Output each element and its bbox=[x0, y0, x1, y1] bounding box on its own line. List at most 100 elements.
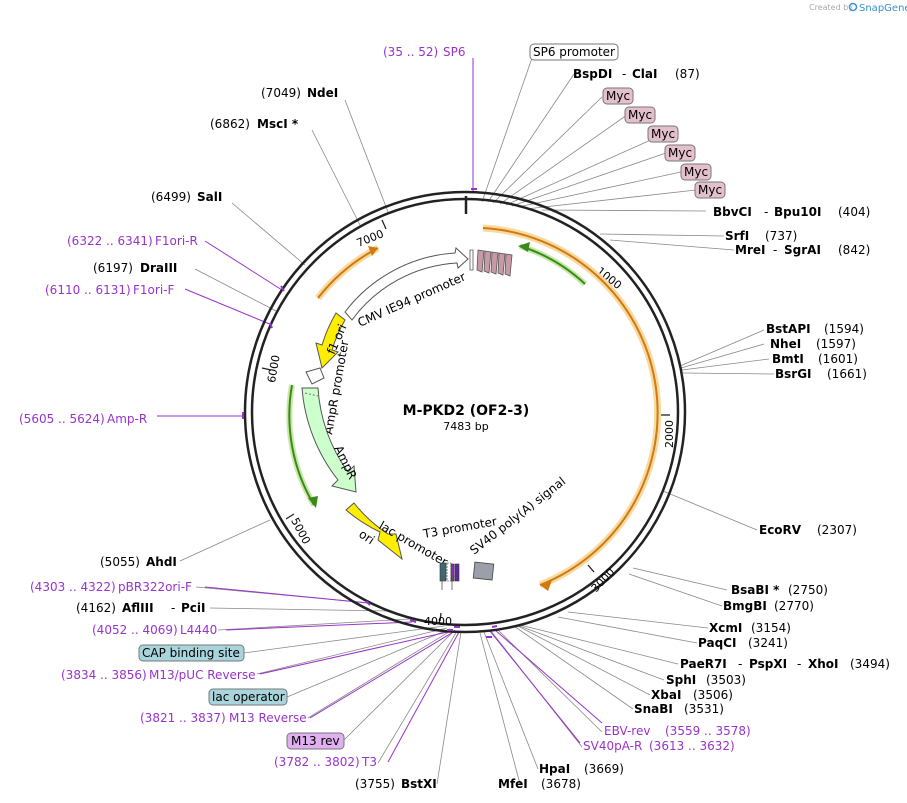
svg-text:NdeI: NdeI bbox=[307, 86, 338, 100]
site-f1ori-f[interactable]: (6110 .. 6131) F1ori-F bbox=[45, 283, 174, 297]
svg-text:Bpu10I: Bpu10I bbox=[774, 205, 821, 219]
tick-label-4000: 4000 bbox=[424, 615, 452, 628]
tick-label-2000: 2000 bbox=[663, 420, 676, 448]
feature-myc-4[interactable]: Myc bbox=[664, 144, 696, 162]
site-sp6[interactable]: (35 .. 52) SP6 bbox=[383, 45, 466, 59]
svg-text:(6499): (6499) bbox=[151, 190, 191, 204]
svg-text:L4440: L4440 bbox=[180, 623, 217, 637]
site-bstxi[interactable]: (3755) BstXI bbox=[355, 777, 437, 791]
svg-text:-: - bbox=[171, 601, 175, 615]
svg-text:AflIII: AflIII bbox=[122, 601, 154, 615]
svg-text:F1ori-R: F1ori-R bbox=[155, 234, 198, 248]
site-m13-reverse[interactable]: (3821 .. 3837) M13 Reverse bbox=[140, 711, 307, 725]
f1-ori-arrow bbox=[315, 312, 346, 369]
site-bspdi-clai[interactable]: BspDI - ClaI (87) bbox=[573, 67, 700, 81]
feature-cap-binding-site[interactable]: CAP binding site bbox=[138, 644, 245, 662]
svg-text:SP6 promoter: SP6 promoter bbox=[533, 45, 615, 59]
svg-text:(6862): (6862) bbox=[210, 117, 250, 131]
svg-text:Myc: Myc bbox=[698, 183, 722, 197]
site-xcmi[interactable]: XcmI (3154) bbox=[709, 621, 791, 635]
svg-text:(3834 .. 3856): (3834 .. 3856) bbox=[61, 668, 147, 682]
feature-lac-operator[interactable]: lac operator bbox=[208, 688, 288, 706]
svg-text:(3782 .. 3802): (3782 .. 3802) bbox=[274, 755, 360, 769]
sp6-promoter-marker bbox=[469, 249, 474, 271]
site-ebv-rev[interactable]: EBV-rev (3559 .. 3578) bbox=[604, 724, 751, 738]
svg-text:(35 .. 52): (35 .. 52) bbox=[383, 45, 438, 59]
site-m13-puc-reverse[interactable]: (3834 .. 3856) M13/pUC Reverse bbox=[61, 668, 256, 682]
svg-text:DraIII: DraIII bbox=[140, 261, 177, 275]
watermark-brand: SnapGene bbox=[859, 3, 907, 14]
svg-text:(3755): (3755) bbox=[355, 777, 395, 791]
svg-text:BsaBI *: BsaBI * bbox=[731, 583, 780, 597]
site-l4440[interactable]: (4052 .. 4069) L4440 bbox=[92, 623, 217, 637]
svg-text:-: - bbox=[764, 205, 768, 219]
site-sphi[interactable]: SphI (3503) bbox=[666, 673, 746, 687]
site-mrei-sgrai[interactable]: MreI - SgrAI (842) bbox=[735, 243, 870, 257]
svg-text:(1597): (1597) bbox=[816, 337, 856, 351]
site-xbai[interactable]: XbaI (3506) bbox=[651, 688, 733, 702]
feature-myc-5[interactable]: Myc bbox=[680, 163, 712, 181]
site-ahdi[interactable]: (5055) AhdI bbox=[100, 555, 177, 569]
watermark-prefix: Created by bbox=[809, 3, 853, 12]
site-nhei[interactable]: NheI (1597) bbox=[770, 337, 856, 351]
site-srfi[interactable]: SrfI (737) bbox=[725, 229, 797, 243]
green-feature-arcs bbox=[286, 242, 588, 508]
site-bbvci-bpu10i[interactable]: BbvCI - Bpu10I (404) bbox=[713, 205, 870, 219]
svg-text:(3494): (3494) bbox=[850, 657, 890, 671]
site-afliii-pcii[interactable]: (4162) AflIII - PciI bbox=[76, 601, 206, 615]
site-bmgbi[interactable]: BmgBI (2770) bbox=[723, 599, 814, 613]
site-msci[interactable]: (6862) MscI * bbox=[210, 117, 299, 131]
svg-text:SalI: SalI bbox=[197, 190, 222, 204]
site-mfei[interactable]: MfeI (3678) bbox=[498, 777, 581, 791]
svg-text:CAP binding site: CAP binding site bbox=[142, 646, 240, 660]
feature-myc-1[interactable]: Myc bbox=[602, 87, 634, 105]
svg-text:-: - bbox=[738, 657, 742, 671]
ori-arrow bbox=[345, 502, 403, 561]
svg-text:M13/pUC Reverse: M13/pUC Reverse bbox=[149, 668, 256, 682]
svg-text:Myc: Myc bbox=[606, 89, 630, 103]
site-t3[interactable]: (3782 .. 3802) T3 bbox=[274, 755, 377, 769]
tick-label-7000: 7000 bbox=[355, 227, 386, 250]
site-ecorv[interactable]: EcoRV (2307) bbox=[759, 523, 857, 537]
feature-myc-6[interactable]: Myc bbox=[694, 181, 726, 199]
site-bmti[interactable]: BmtI (1601) bbox=[772, 352, 858, 366]
site-ndei[interactable]: (7049) NdeI bbox=[261, 86, 338, 100]
svg-text:(6197): (6197) bbox=[93, 261, 133, 275]
site-f1ori-r[interactable]: (6322 .. 6341) F1ori-R bbox=[67, 234, 198, 248]
svg-text:Myc: Myc bbox=[628, 108, 652, 122]
svg-text:PciI: PciI bbox=[181, 601, 206, 615]
svg-text:BbvCI: BbvCI bbox=[713, 205, 752, 219]
site-sali[interactable]: (6499) SalI bbox=[151, 190, 222, 204]
svg-text:BmgBI: BmgBI bbox=[723, 599, 767, 613]
svg-text:(1601): (1601) bbox=[818, 352, 858, 366]
site-bstapi[interactable]: BstAPI (1594) bbox=[766, 322, 864, 336]
site-snabi[interactable]: SnaBI (3531) bbox=[634, 702, 724, 716]
site-draiii[interactable]: (6197) DraIII bbox=[93, 261, 177, 275]
feature-sp6-promoter[interactable]: SP6 promoter bbox=[529, 43, 619, 61]
svg-text:SgrAI: SgrAI bbox=[784, 243, 821, 257]
svg-text:(3241): (3241) bbox=[748, 636, 788, 650]
feature-myc-2[interactable]: Myc bbox=[624, 106, 656, 124]
site-pbr322ori-f[interactable]: (4303 .. 4322) pBR322ori-F bbox=[30, 580, 192, 594]
site-bsabi[interactable]: BsaBI * (2750) bbox=[731, 583, 828, 597]
site-amp-r[interactable]: (5605 .. 5624) Amp-R bbox=[19, 412, 147, 426]
site-hpai[interactable]: HpaI (3669) bbox=[539, 762, 624, 776]
plasmid-name: M-PKD2 (OF2-3) bbox=[403, 403, 530, 419]
svg-text:SV40pA-R: SV40pA-R bbox=[583, 739, 642, 753]
svg-text:-: - bbox=[622, 67, 626, 81]
primer-connectors bbox=[157, 58, 603, 763]
svg-text:M13 rev: M13 rev bbox=[291, 734, 340, 748]
site-bsrgi[interactable]: BsrGI (1661) bbox=[775, 367, 867, 381]
svg-text:SnaBI: SnaBI bbox=[634, 702, 673, 716]
site-paqci[interactable]: PaqCI (3241) bbox=[698, 636, 788, 650]
site-sv40pa-r[interactable]: SV40pA-R (3613 .. 3632) bbox=[583, 739, 735, 753]
feature-myc-3[interactable]: Myc bbox=[647, 125, 679, 143]
svg-text:(2307): (2307) bbox=[817, 523, 857, 537]
svg-text:(1661): (1661) bbox=[827, 367, 867, 381]
svg-text:EBV-rev: EBV-rev bbox=[604, 724, 650, 738]
feature-m13-rev[interactable]: M13 rev bbox=[286, 732, 345, 750]
cmv-promoter-arrow bbox=[344, 247, 469, 321]
site-paer7i-pspxi-xhoi[interactable]: PaeR7I - PspXI - XhoI (3494) bbox=[680, 657, 890, 671]
